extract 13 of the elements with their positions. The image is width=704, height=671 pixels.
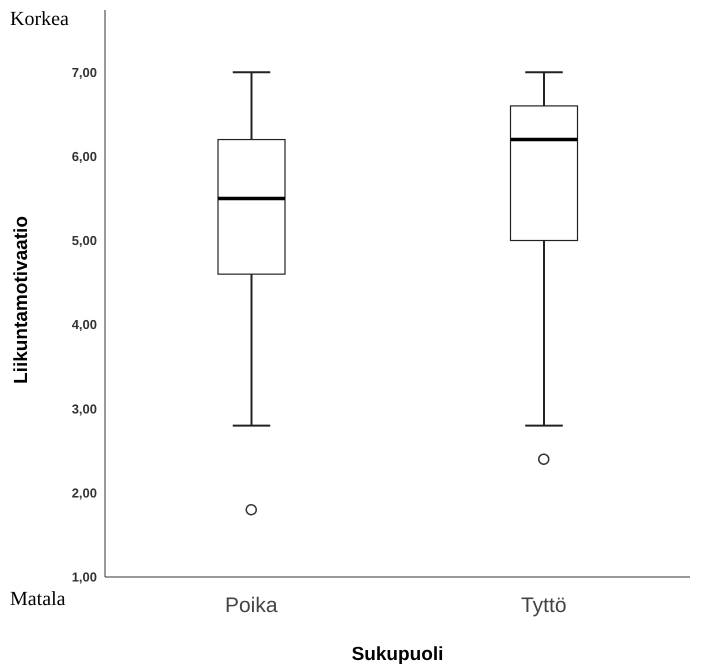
y-tick-label: 7,00 xyxy=(72,64,97,80)
x-tick-label: Poika xyxy=(224,594,278,617)
x-axis-title: Sukupuoli xyxy=(350,644,444,666)
y-tick-label: 6,00 xyxy=(72,148,97,164)
x-tick-label: Tyttö xyxy=(520,594,567,617)
y-axis-title: Liikuntamotivaatio xyxy=(11,216,33,384)
text: Korkea xyxy=(10,8,69,31)
y-tick-label: 2,00 xyxy=(72,485,97,500)
y-tick-label: 4,00 xyxy=(72,317,97,332)
y-tick-label: 5,00 xyxy=(72,233,97,248)
y-tick-label: 3,00 xyxy=(72,401,97,416)
y-tick-label: 1,00 xyxy=(72,570,97,585)
text: Matala xyxy=(10,588,66,611)
